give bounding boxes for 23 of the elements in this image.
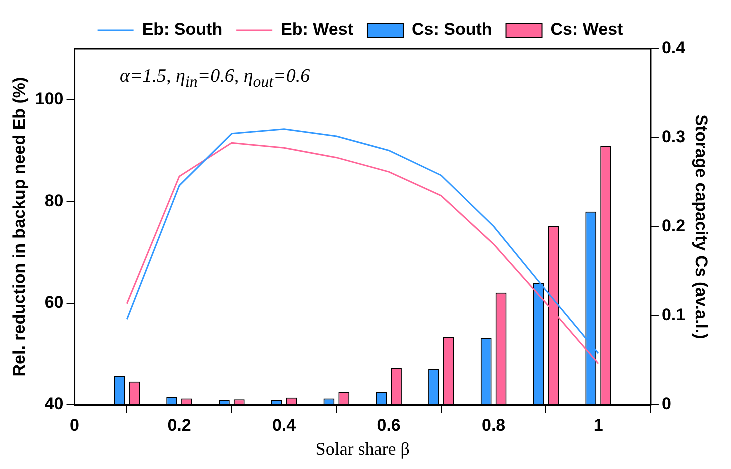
legend-label: Eb: West [281, 20, 354, 40]
y2-axis-title: Storage capacity Cs (av.a.l.) [692, 114, 712, 340]
y2-tick-label: 0.1 [662, 306, 686, 325]
y2-tick-label: 0 [662, 394, 672, 414]
y2-tick-label: 0.4 [662, 38, 686, 58]
y-tick-label: 60 [44, 292, 64, 312]
x-tick-label: 0 [70, 416, 80, 435]
y-tick-label: 80 [44, 191, 64, 210]
x-axis-title: Solar share β [316, 438, 410, 459]
annotation: α=1.5, η$_{in}$=0.6, η$_{out}$=0.6 [120, 66, 310, 92]
legend-label: Cs: West [550, 20, 624, 40]
x-tick-label: 0.6 [377, 416, 401, 435]
y2-tick-label: 0.2 [662, 216, 686, 236]
x-tick-label: 0.2 [168, 416, 192, 435]
y2-tick-label: 0.3 [662, 128, 686, 147]
legend-label: Cs: South [412, 20, 492, 40]
y-tick-label: 40 [44, 394, 64, 414]
y-axis-title: Rel. reduction in backup need Eb (%) [10, 77, 29, 377]
x-tick-label: 0.4 [272, 416, 297, 435]
x-tick-label: 0.8 [482, 416, 506, 435]
x-tick-label: 1 [594, 416, 604, 435]
legend-label: Eb: South [142, 20, 223, 40]
y-tick-label: 100 [35, 90, 64, 109]
